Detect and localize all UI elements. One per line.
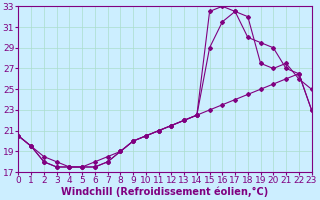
X-axis label: Windchill (Refroidissement éolien,°C): Windchill (Refroidissement éolien,°C) xyxy=(61,187,268,197)
